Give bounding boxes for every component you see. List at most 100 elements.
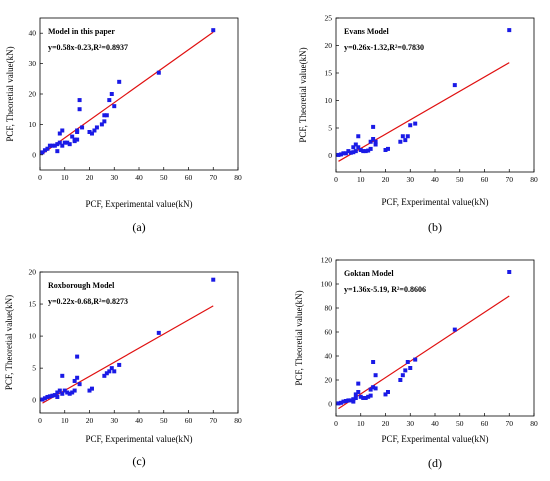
- data-point: [89, 386, 94, 391]
- data-point: [373, 386, 378, 391]
- data-point: [343, 399, 348, 403]
- data-point: [403, 138, 408, 143]
- x-tick-label: 30: [111, 173, 119, 182]
- data-point: [75, 375, 80, 380]
- data-point: [371, 137, 376, 141]
- data-point: [107, 369, 112, 374]
- data-point: [55, 142, 60, 147]
- y-tick-label: 0: [328, 400, 332, 409]
- fit-equation: y=1.36x-5.19, R²=0.8606: [344, 285, 426, 294]
- x-tick-label: 60: [185, 416, 193, 425]
- data-point: [351, 399, 356, 404]
- data-point: [371, 385, 376, 390]
- x-tick-label: 30: [407, 175, 415, 184]
- data-point: [361, 396, 366, 400]
- data-point: [47, 394, 52, 399]
- y-tick-label: 20: [29, 90, 37, 99]
- data-point: [373, 142, 378, 147]
- data-point: [373, 373, 378, 378]
- data-point: [50, 393, 55, 398]
- data-point: [353, 142, 358, 147]
- data-points: [336, 270, 512, 406]
- x-tick-label: 0: [38, 173, 42, 182]
- y-tick-label: 100: [321, 280, 333, 289]
- data-point: [102, 373, 107, 378]
- panel-a: 0 10 20 30 40 50 60 70 80 0 10 20 30 40 Model in this…: [5, 17, 242, 234]
- panel-label: (d): [428, 456, 442, 470]
- data-point: [211, 277, 216, 282]
- y-axis-label: PCF, Theoretial value(kN): [4, 295, 14, 390]
- y-tick-label: 20: [29, 268, 37, 277]
- data-point: [94, 125, 99, 130]
- data-point: [403, 368, 408, 373]
- data-point: [67, 391, 72, 396]
- data-point: [336, 401, 341, 406]
- data-point: [405, 134, 410, 139]
- data-point: [351, 145, 356, 150]
- axis-ticks: 0 10 20 30 40 50 60 70 80 0 20 40 60 80 100 120: [321, 256, 538, 429]
- data-point: [368, 393, 373, 398]
- x-tick-label: 80: [530, 175, 538, 184]
- data-point: [109, 366, 114, 371]
- data-point: [40, 397, 45, 402]
- data-point: [87, 130, 92, 134]
- data-point: [89, 131, 94, 136]
- data-points: [336, 28, 512, 157]
- x-tick-label: 70: [210, 173, 218, 182]
- data-point: [80, 125, 85, 130]
- data-point: [77, 107, 82, 112]
- data-point: [92, 128, 97, 133]
- panel-label: (c): [132, 454, 145, 468]
- data-point: [57, 388, 62, 393]
- x-tick-label: 80: [234, 173, 242, 182]
- data-point: [338, 152, 343, 157]
- y-tick-label: 15: [29, 300, 37, 309]
- x-axis-label: PCF, Experimental value(kN): [85, 199, 192, 209]
- y-axis-label: PCF, Theoretial value(kN): [298, 47, 308, 142]
- y-axis-label: PCF, Theoretial value(kN): [294, 290, 304, 385]
- x-tick-label: 20: [382, 175, 390, 184]
- data-points: [40, 28, 216, 155]
- data-point: [156, 330, 161, 335]
- data-point: [70, 134, 75, 139]
- data-point: [99, 122, 104, 127]
- data-point: [47, 143, 52, 148]
- data-point: [373, 139, 378, 144]
- data-point: [70, 390, 75, 395]
- data-point: [60, 128, 65, 133]
- x-tick-label: 0: [334, 419, 338, 428]
- data-point: [104, 113, 109, 118]
- x-tick-label: 10: [357, 175, 365, 184]
- x-tick-label: 50: [160, 416, 168, 425]
- data-point: [507, 270, 512, 274]
- data-point: [356, 381, 361, 386]
- data-point: [368, 387, 373, 392]
- data-point: [400, 373, 405, 378]
- data-point: [55, 394, 60, 399]
- data-point: [452, 327, 457, 332]
- data-point: [60, 143, 65, 148]
- data-point: [55, 149, 60, 154]
- data-point: [405, 360, 410, 364]
- axis-ticks: 0 10 20 30 40 50 60 70 80 0 5 10 15 20: [29, 268, 243, 426]
- data-point: [413, 121, 418, 126]
- data-point: [353, 396, 358, 400]
- data-point: [358, 148, 363, 152]
- data-point: [211, 28, 216, 33]
- x-tick-label: 80: [234, 416, 242, 425]
- data-point: [341, 399, 346, 404]
- y-tick-label: 30: [29, 59, 37, 68]
- data-point: [57, 131, 62, 136]
- x-tick-label: 70: [210, 416, 218, 425]
- y-tick-label: 5: [328, 124, 332, 133]
- y-tick-label: 0: [32, 396, 36, 405]
- data-point: [50, 143, 55, 148]
- data-point: [348, 150, 353, 155]
- data-point: [107, 98, 112, 103]
- x-tick-label: 10: [61, 173, 69, 182]
- x-tick-label: 40: [431, 419, 439, 428]
- data-point: [102, 113, 107, 118]
- x-tick-label: 50: [160, 173, 168, 182]
- data-point: [371, 124, 376, 129]
- data-point: [408, 123, 413, 128]
